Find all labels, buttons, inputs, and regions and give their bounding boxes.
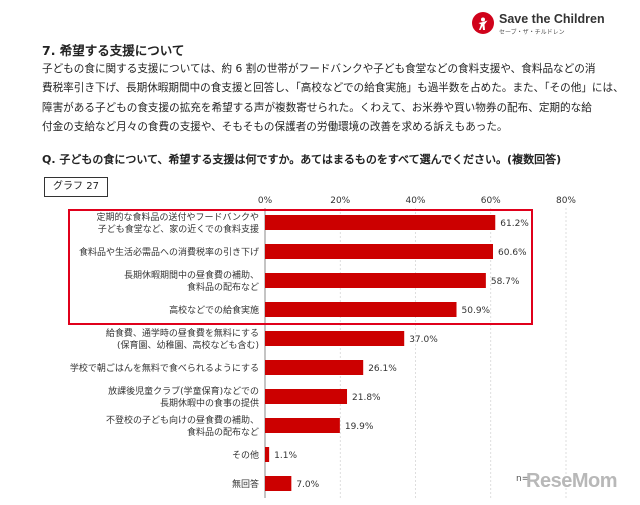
category-label: 給食費、通学時の昼食費を無料にする	[106, 327, 259, 339]
data-label: 37.0%	[409, 335, 438, 345]
x-tick-label: 80%	[556, 196, 576, 206]
x-tick-label: 20%	[330, 196, 350, 206]
category-label: その他	[232, 449, 259, 461]
sample-size-label: n=	[516, 474, 530, 484]
category-label: 長期休暇中の食事の提供	[160, 397, 259, 409]
bar	[265, 302, 457, 317]
category-label: 長期休暇期間中の昼食費の補助、	[124, 269, 259, 281]
x-tick-label: 40%	[405, 196, 425, 206]
logo-name: Save the Children	[499, 12, 605, 26]
category-label: 子ども食堂など、家の近くでの食料支援	[98, 223, 259, 235]
category-label: 不登校の子ども向けの昼食費の補助、	[106, 414, 259, 426]
category-label: 学校で朝ごはんを無料で食べられるようにする	[70, 362, 259, 374]
body-line: 障害がある子どもの食支援の拡充を希望する声が複数寄せられた。くわえて、お米券や買…	[42, 101, 592, 114]
data-label: 50.9%	[462, 306, 491, 316]
data-label: 60.6%	[498, 248, 527, 258]
bar	[265, 389, 348, 404]
category-label: (保育園、幼稚園、高校なども含む)	[117, 339, 259, 351]
bar	[265, 331, 405, 346]
category-label: 放課後児童クラブ(学童保育)などでの	[108, 385, 259, 397]
category-label: 高校などでの給食実施	[169, 304, 259, 316]
category-label: 無回答	[232, 478, 259, 490]
question-text: Q. 子どもの食について、希望する支援は何ですか。あてはまるものをすべて選んでく…	[42, 153, 562, 166]
bar	[265, 476, 292, 491]
category-label: 定期的な食料品の送付やフードバンクや	[97, 211, 259, 223]
x-tick-label: 60%	[481, 196, 501, 206]
data-label: 21.8%	[352, 393, 381, 403]
body-line: 費税率引き下げ、長期休暇期間中の食支援と回答し、「高校などでの給食実施」も過半数…	[42, 82, 624, 95]
bar	[265, 244, 494, 259]
bar	[265, 418, 340, 433]
resemom-watermark: ReseMom	[526, 470, 617, 492]
logo-subtitle: セーブ・ザ・チルドレン	[499, 29, 565, 36]
x-tick-label: 0%	[258, 196, 273, 206]
data-label: 61.2%	[500, 219, 529, 229]
bar	[265, 360, 364, 375]
bar	[265, 273, 486, 288]
graph-number-tag: グラフ 27	[44, 177, 108, 197]
data-label: 26.1%	[368, 364, 397, 374]
logo-emblem-icon	[472, 12, 494, 34]
highlight-frame	[68, 209, 533, 325]
category-label: 食料品の配布など	[187, 281, 259, 293]
bar	[265, 447, 270, 462]
body-line: 付金の支給など月々の食費の支援や、そもそもの保護者の労働環境の改善を求める訴えも…	[42, 121, 508, 134]
body-paragraph: 子どもの食に関する支援については、約 6 割の世帯がフードバンクや子ども食堂など…	[42, 60, 624, 138]
bar	[265, 215, 496, 230]
category-label: 食料品の配布など	[187, 426, 259, 438]
save-the-children-logo: Save the Children セーブ・ザ・チルドレン	[472, 10, 632, 36]
section-title: 7. 希望する支援について	[42, 43, 185, 58]
data-label: 1.1%	[274, 451, 297, 461]
data-label: 58.7%	[491, 277, 520, 287]
data-label: 7.0%	[296, 480, 319, 490]
data-label: 19.9%	[345, 422, 374, 432]
body-line: 子どもの食に関する支援については、約 6 割の世帯がフードバンクや子ども食堂など…	[42, 63, 596, 75]
category-label: 食料品や生活必需品への消費税率の引き下げ	[79, 246, 259, 258]
